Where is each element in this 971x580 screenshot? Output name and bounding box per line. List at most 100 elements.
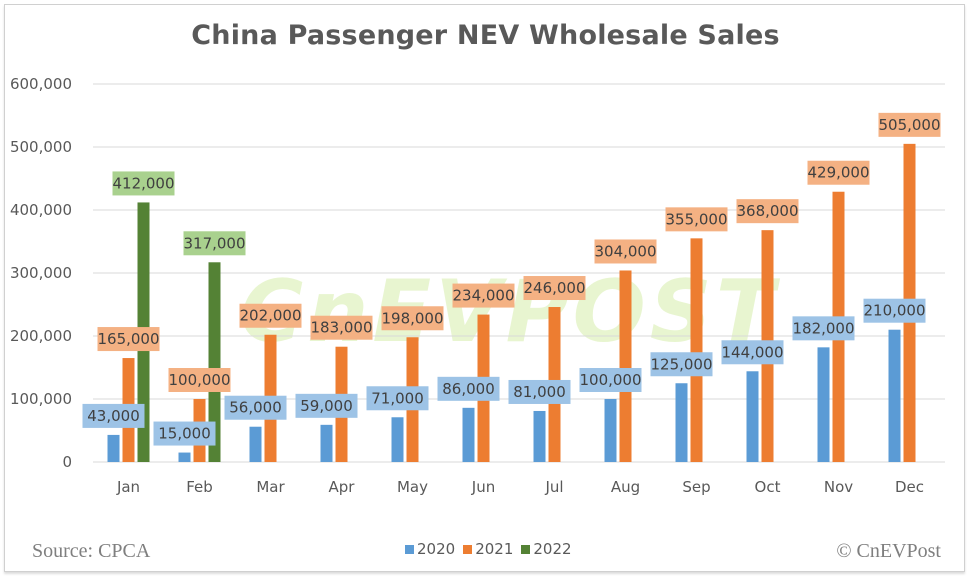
data-label-2022-Feb: 317,000 <box>183 234 245 252</box>
bar-2022-Feb <box>208 262 221 462</box>
data-label-2021-Jul: 246,000 <box>523 279 585 297</box>
x-tick-label: Jun <box>471 478 495 496</box>
bar-2020-Apr <box>320 424 333 462</box>
data-label-2020-Sep: 125,000 <box>650 355 712 373</box>
watermark-logo: CnEVPOST <box>240 262 779 362</box>
data-label-2021-May: 198,000 <box>381 309 443 327</box>
x-tick-label: Mar <box>256 478 285 496</box>
bar-2020-Jul <box>533 410 546 462</box>
legend-swatch <box>521 544 531 554</box>
data-label-2022-Jan: 412,000 <box>112 174 174 192</box>
data-label-box <box>650 352 713 377</box>
x-tick-label: Sep <box>682 478 710 496</box>
x-tick-label: Dec <box>895 478 924 496</box>
y-tick-label: 600,000 <box>10 75 72 93</box>
data-label-box <box>452 283 515 308</box>
data-label-box <box>381 306 444 331</box>
data-label-box <box>366 386 429 411</box>
legend-label: 2020 <box>417 540 456 558</box>
data-label-box <box>82 403 145 428</box>
bar-2020-Sep <box>675 383 688 462</box>
data-label-box <box>807 160 870 185</box>
data-label-2021-Oct: 368,000 <box>736 202 798 220</box>
data-label-2021-Aug: 304,000 <box>594 242 656 260</box>
data-label-box <box>721 340 784 365</box>
x-tick-label: Jul <box>544 478 563 496</box>
data-label-box <box>437 376 500 401</box>
data-label-box <box>97 327 160 352</box>
data-label-2020-Jun: 86,000 <box>442 380 495 398</box>
data-label-2020-Oct: 144,000 <box>721 343 783 361</box>
legend: 2020 2021 2022 <box>405 540 572 558</box>
data-label-2020-Aug: 100,000 <box>579 371 641 389</box>
bar-2020-Feb <box>178 452 191 462</box>
data-label-box <box>153 421 216 446</box>
source-note: Source: CPCA <box>32 540 151 562</box>
data-label-box <box>168 368 231 392</box>
bar-2021-Sep <box>690 238 703 462</box>
credit-note: © CnEVPost <box>836 540 941 562</box>
data-label-2020-Jul: 81,000 <box>513 383 566 401</box>
legend-swatch <box>405 544 414 554</box>
data-label-box <box>736 199 799 224</box>
data-label-2021-Sep: 355,000 <box>665 210 727 228</box>
chart-title: China Passenger NEV Wholesale Sales <box>191 20 780 51</box>
bar-2020-Jun <box>462 407 475 462</box>
x-tick-label: Oct <box>755 478 781 496</box>
legend-swatch <box>463 544 473 554</box>
bar-2020-May <box>391 417 404 462</box>
y-tick-label: 100,000 <box>10 390 72 408</box>
data-label-2020-Feb: 15,000 <box>158 425 211 443</box>
x-tick-label: May <box>397 478 428 496</box>
legend-label: 2021 <box>475 540 514 558</box>
data-label-2021-Jan: 165,000 <box>97 330 159 348</box>
data-label-2021-Jun: 234,000 <box>452 287 514 305</box>
data-label-2020-Jan: 43,000 <box>87 407 140 425</box>
data-label-box <box>183 231 246 256</box>
legend-item-2020: 2020 <box>405 540 455 558</box>
data-label-box <box>579 368 642 392</box>
x-tick-label: Nov <box>824 478 853 496</box>
bar-2021-Aug <box>619 270 632 462</box>
data-label-box <box>523 276 586 301</box>
y-tick-label: 300,000 <box>10 264 72 282</box>
x-tick-label: Aug <box>611 478 640 496</box>
data-label-2021-Dec: 505,000 <box>878 116 940 134</box>
bar-2020-Mar <box>249 426 262 462</box>
legend-label: 2022 <box>533 540 572 558</box>
data-label-2021-Nov: 429,000 <box>807 164 869 182</box>
y-tick-label: 400,000 <box>10 201 72 219</box>
data-label-box <box>224 395 287 420</box>
bar-2020-Aug <box>604 399 617 462</box>
bar-2020-Dec <box>888 329 901 462</box>
bar-2020-Jan <box>107 434 120 462</box>
data-label-2021-Apr: 183,000 <box>310 319 372 337</box>
data-label-box <box>792 316 855 341</box>
data-label-box <box>878 112 941 137</box>
legend-item-2022: 2022 <box>521 540 572 558</box>
data-label-2020-Mar: 56,000 <box>229 399 282 417</box>
data-label-box <box>112 171 175 196</box>
data-label-2020-Nov: 182,000 <box>792 319 854 337</box>
bar-2020-Nov <box>817 347 830 462</box>
data-label-2020-Apr: 59,000 <box>300 397 353 415</box>
data-label-box <box>295 393 358 418</box>
data-label-2020-Dec: 210,000 <box>863 302 925 320</box>
data-label-box <box>310 315 373 340</box>
y-tick-label: 500,000 <box>10 138 72 156</box>
data-label-2020-May: 71,000 <box>371 389 424 407</box>
data-label-2021-Mar: 202,000 <box>239 307 301 325</box>
bar-2020-Oct <box>746 371 759 462</box>
y-tick-label: 200,000 <box>10 327 72 345</box>
legend-item-2021: 2021 <box>463 540 513 558</box>
x-tick-label: Apr <box>329 478 356 496</box>
data-label-box <box>594 239 657 264</box>
data-label-box <box>508 379 571 404</box>
data-label-box <box>239 303 302 328</box>
data-label-box <box>863 298 926 323</box>
x-tick-label: Jan <box>116 478 140 496</box>
y-tick-label: 0 <box>62 453 72 471</box>
data-label-2021-Feb: 100,000 <box>168 371 230 389</box>
data-label-box <box>665 207 728 232</box>
